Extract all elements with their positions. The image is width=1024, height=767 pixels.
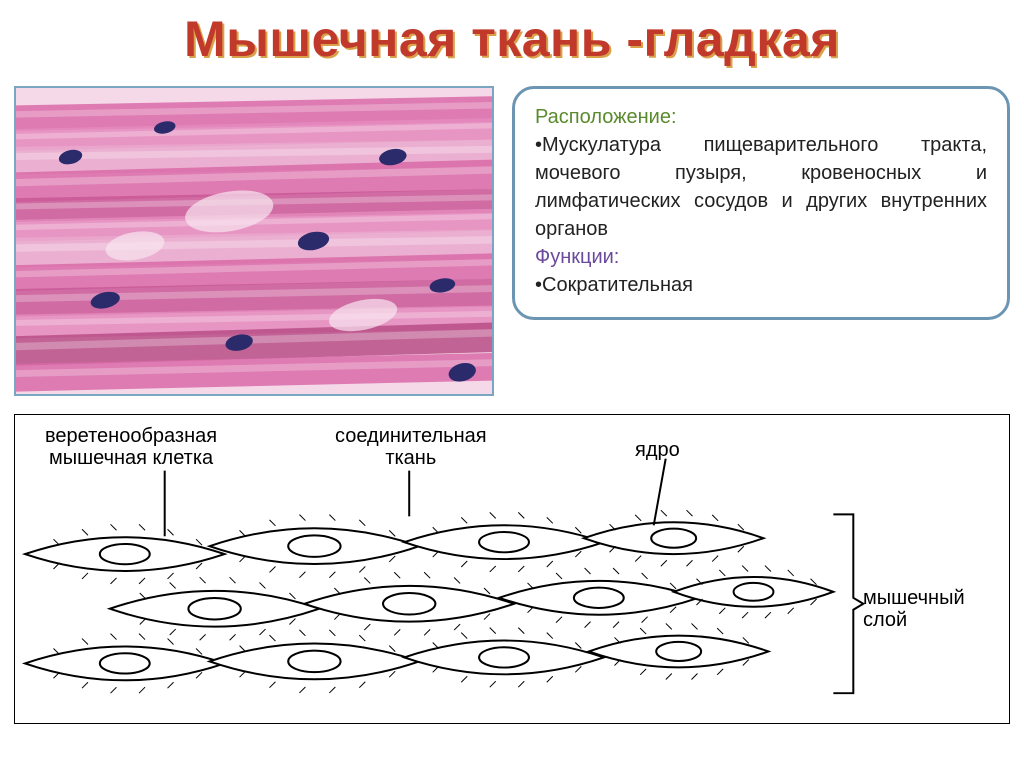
functions-label: Функции:: [535, 243, 987, 271]
label-nucleus: ядро: [635, 439, 680, 461]
micrograph-image: [14, 86, 494, 396]
info-box: Расположение: •Мускулатура пищеварительн…: [512, 86, 1010, 320]
label-spindle-cell: веретенообразнаямышечная клетка: [45, 425, 217, 469]
schematic-diagram: веретенообразнаямышечная клетка соединит…: [14, 414, 1010, 724]
location-label: Расположение:: [535, 103, 987, 131]
page-title: Мышечная ткань -гладкая: [0, 0, 1024, 86]
label-connective-tissue: соединительнаяткань: [335, 425, 487, 469]
label-muscle-layer: мышечныйслой: [863, 587, 965, 631]
top-row: Расположение: •Мускулатура пищеварительн…: [0, 86, 1024, 396]
location-text: •Мускулатура пищеварительного тракта, мо…: [535, 131, 987, 243]
functions-text: •Сократительная: [535, 271, 987, 299]
